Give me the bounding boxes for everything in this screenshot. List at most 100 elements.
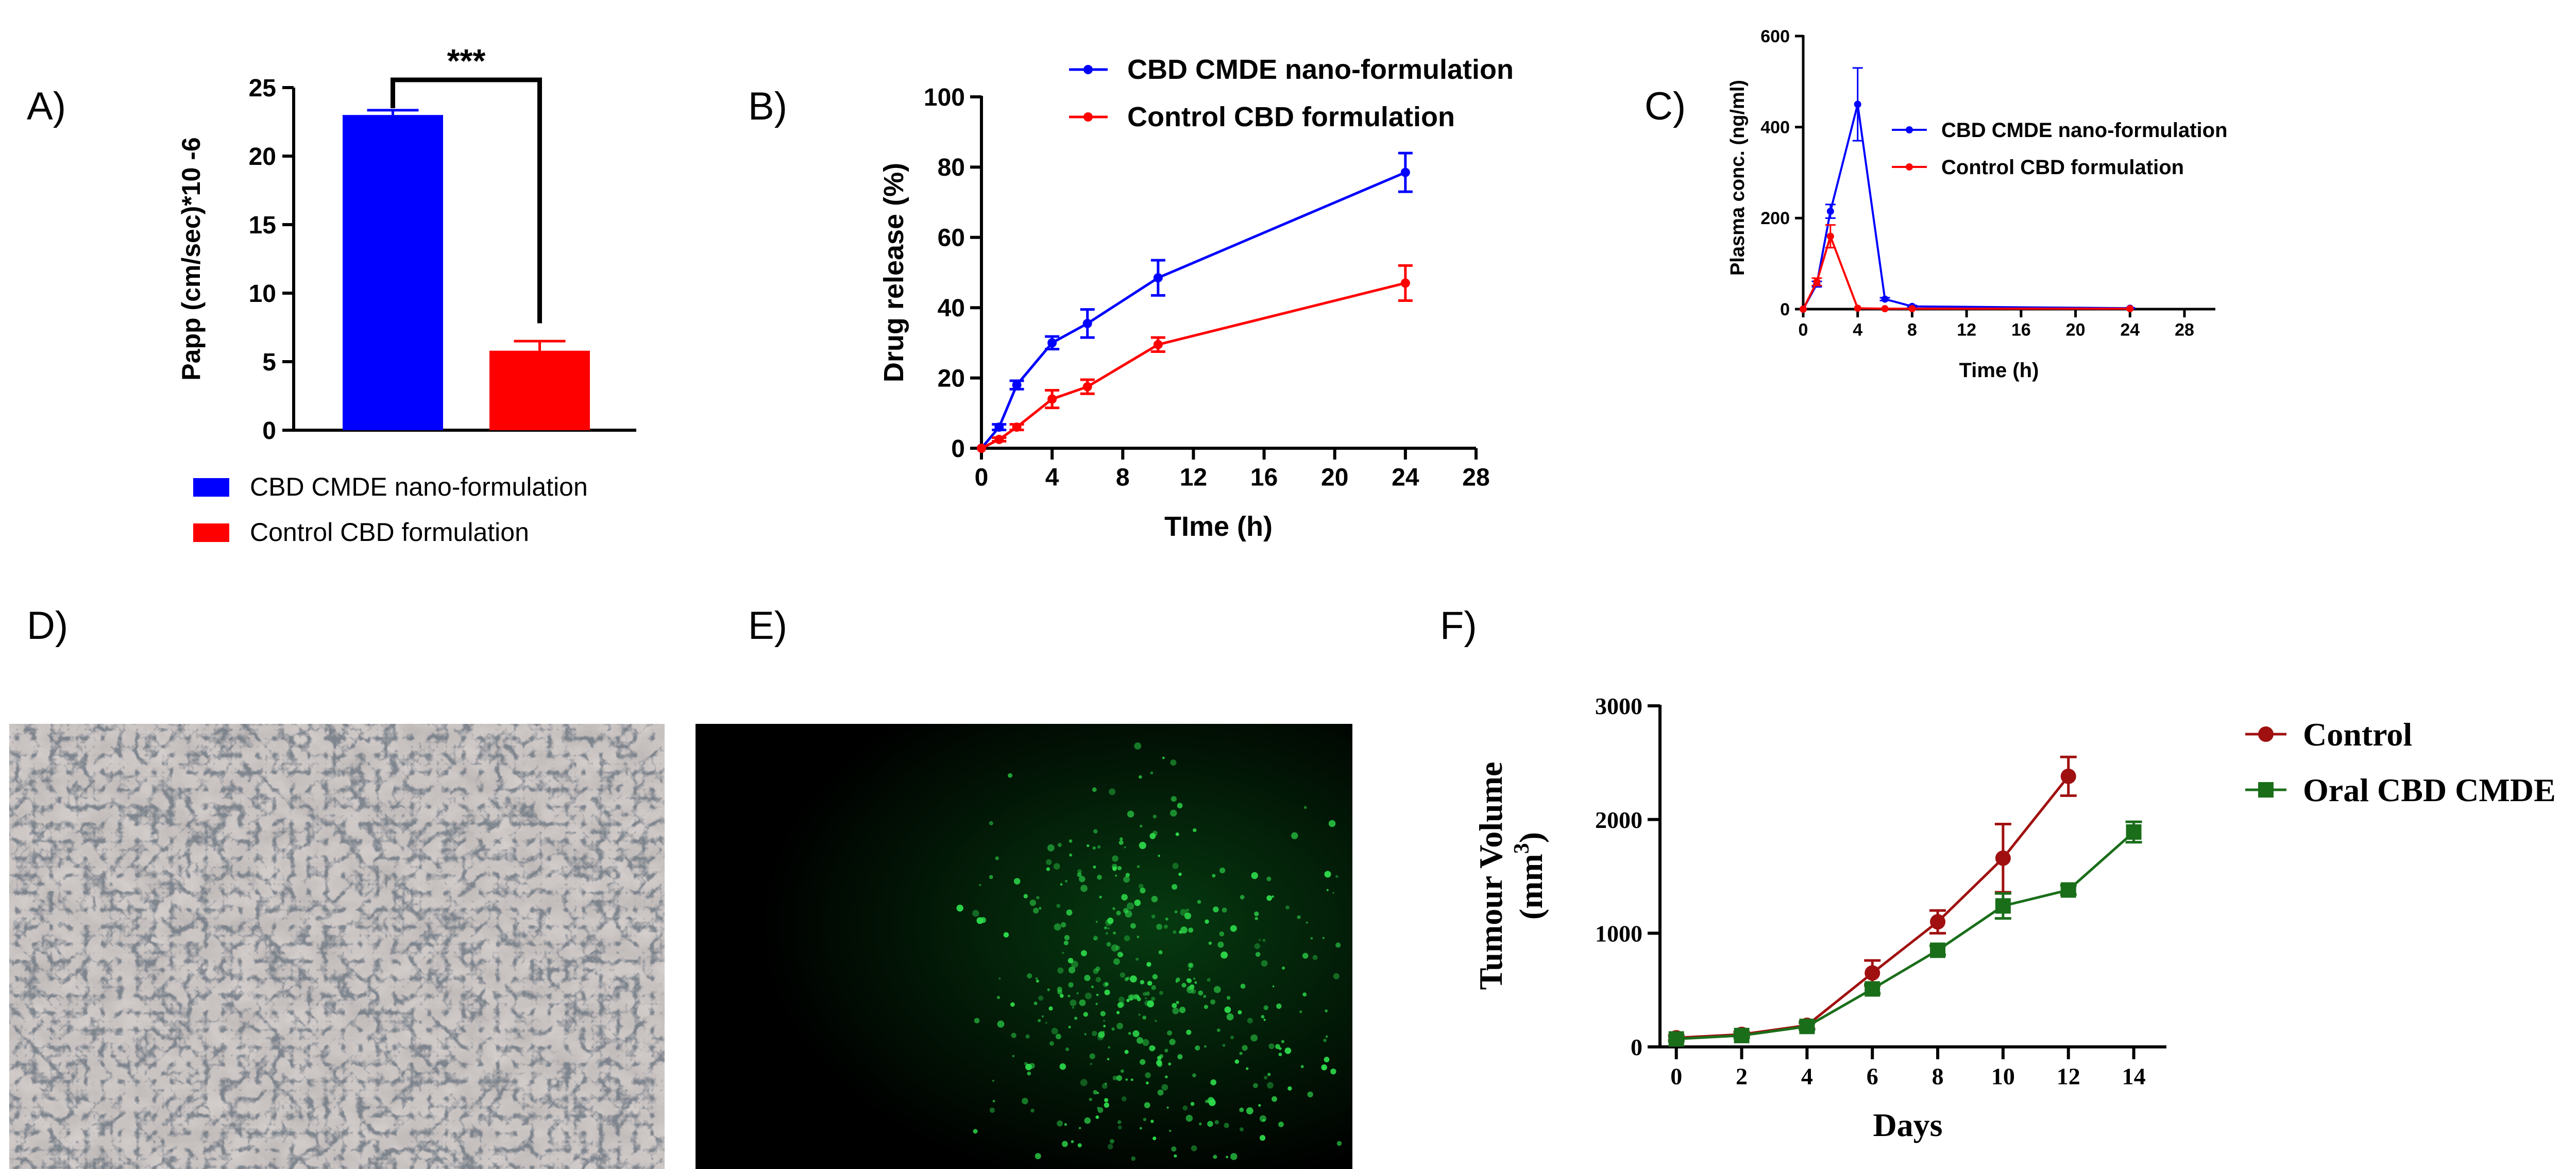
fluorescent-dot bbox=[1118, 996, 1125, 1003]
fluorescent-dot bbox=[1165, 918, 1168, 921]
fluorescent-dot bbox=[1068, 1025, 1071, 1029]
fluorescent-dot bbox=[1263, 1005, 1268, 1010]
fluorescent-dot bbox=[1083, 1012, 1088, 1017]
fluorescent-dot bbox=[1080, 1079, 1088, 1087]
fluorescent-dot bbox=[1149, 1045, 1156, 1052]
fluorescent-dot bbox=[1189, 969, 1191, 971]
fluorescent-dot bbox=[1190, 984, 1195, 990]
y-tick-label: 200 bbox=[1760, 209, 1790, 228]
fluorescent-dot bbox=[1057, 843, 1062, 848]
fluorescent-dot bbox=[1049, 1041, 1054, 1046]
fluorescent-dot bbox=[1204, 1005, 1208, 1009]
significance-bracket bbox=[391, 77, 542, 324]
fluorescent-dot bbox=[1157, 1062, 1163, 1068]
fluorescent-dot bbox=[1057, 967, 1064, 974]
data-point bbox=[1082, 382, 1092, 392]
fluorescent-dot bbox=[1176, 1001, 1179, 1004]
fluorescent-dot bbox=[1025, 1063, 1032, 1071]
fluorescent-dot bbox=[1137, 936, 1140, 938]
legend-marker bbox=[1083, 65, 1093, 74]
fluorescent-dot bbox=[1310, 937, 1313, 940]
fluorescent-dot bbox=[1300, 1065, 1304, 1069]
data-point bbox=[977, 444, 986, 453]
fluorescent-dot bbox=[1128, 1032, 1131, 1035]
fluorescent-dot bbox=[1080, 885, 1088, 892]
fluorescent-dot bbox=[1152, 974, 1158, 980]
fluorescent-dot bbox=[1084, 992, 1092, 999]
fluorescent-dot bbox=[1104, 1102, 1109, 1108]
fluorescent-dot bbox=[1074, 1016, 1078, 1020]
fluorescent-dot bbox=[1023, 894, 1028, 899]
fluorescent-dot bbox=[1109, 1139, 1114, 1144]
fluorescent-dot bbox=[1140, 1127, 1142, 1130]
fluorescent-dot bbox=[1095, 966, 1100, 971]
fluorescent-dot bbox=[972, 910, 979, 917]
fluorescent-dot bbox=[1025, 1034, 1030, 1039]
fluorescent-dot bbox=[989, 1107, 995, 1113]
fluorescent-dot bbox=[1118, 1002, 1125, 1007]
fluorescent-dot bbox=[1069, 853, 1073, 857]
fluorescent-dot bbox=[1056, 904, 1061, 908]
fluorescent-dot bbox=[1042, 1015, 1044, 1018]
fluorescent-dot bbox=[979, 884, 981, 886]
fluorescent-dot bbox=[1260, 1135, 1266, 1141]
legend-label: Control bbox=[2303, 716, 2412, 753]
fluorescent-dot bbox=[1174, 910, 1178, 913]
fluorescent-dot bbox=[1306, 921, 1308, 924]
fluorescent-dot bbox=[1120, 837, 1123, 841]
fluorescent-dot bbox=[1272, 895, 1274, 898]
fluorescent-dot bbox=[1145, 991, 1150, 996]
fluorescent-dot bbox=[1099, 895, 1102, 899]
x-tick-label: 4 bbox=[1853, 320, 1862, 340]
fluorescent-dot bbox=[1124, 846, 1126, 849]
x-tick-label: 14 bbox=[2122, 1063, 2146, 1089]
fluorescent-dot bbox=[1303, 806, 1307, 809]
fluorescent-dot bbox=[1097, 845, 1101, 849]
fluorescent-dot bbox=[1116, 910, 1121, 916]
fluorescent-dot bbox=[1224, 1123, 1229, 1128]
fluorescent-dot bbox=[1033, 1002, 1038, 1005]
x-tick-label: 6 bbox=[1867, 1063, 1878, 1089]
fluorescent-dot bbox=[1214, 1120, 1219, 1125]
data-point bbox=[1012, 422, 1022, 432]
x-axis-title: TIme (h) bbox=[1164, 511, 1273, 542]
x-tick-label: 12 bbox=[1957, 320, 1976, 340]
fluorescent-dot bbox=[1234, 1059, 1239, 1064]
fluorescent-dot bbox=[1078, 1127, 1081, 1129]
fluorescent-dot bbox=[989, 821, 993, 825]
fluorescent-dot bbox=[1247, 1018, 1253, 1024]
fluorescent-dot bbox=[1261, 960, 1268, 967]
y-axis-unit: (mm3) bbox=[1510, 832, 1549, 920]
fluorescent-dot bbox=[1171, 796, 1177, 802]
fluorescent-dot bbox=[1191, 989, 1196, 994]
fluorescent-dot bbox=[1071, 960, 1078, 968]
y-tick-label: 10 bbox=[249, 280, 276, 308]
fluorescent-dot bbox=[1142, 1015, 1147, 1020]
fluorescent-dot bbox=[1335, 942, 1341, 948]
fluorescent-dot bbox=[1068, 967, 1076, 974]
fluorescent-dot bbox=[1174, 1154, 1177, 1158]
brightfield-microscopy-image bbox=[9, 724, 665, 1169]
fluorescent-dot bbox=[1091, 986, 1094, 988]
y-axis-title: Papp (cm/sec)*10 -6 bbox=[177, 137, 206, 380]
fluorescent-dot bbox=[1213, 1155, 1217, 1159]
fluorescent-dot bbox=[1116, 1075, 1122, 1081]
panel-label-d: D) bbox=[27, 604, 68, 648]
fluorescent-dot bbox=[1173, 930, 1177, 934]
fluorescent-dot bbox=[1222, 907, 1227, 913]
x-tick-label: 0 bbox=[975, 464, 989, 491]
fluorescent-dot bbox=[1057, 1120, 1063, 1127]
fluorescent-dot bbox=[1226, 996, 1231, 1000]
fluorescent-dot bbox=[1207, 1097, 1215, 1104]
legend-marker bbox=[2258, 782, 2274, 798]
fluorescent-dot bbox=[1137, 1037, 1143, 1044]
data-point bbox=[1881, 295, 1889, 303]
data-point bbox=[1995, 898, 2011, 914]
data-point bbox=[1995, 850, 2011, 866]
fluorescent-dot bbox=[1210, 1079, 1216, 1086]
fluorescent-dot bbox=[1125, 873, 1130, 877]
fluorescent-dot bbox=[1258, 1104, 1261, 1107]
fluorescent-dot bbox=[1263, 1019, 1266, 1021]
fluorescent-dot bbox=[1207, 1121, 1213, 1127]
